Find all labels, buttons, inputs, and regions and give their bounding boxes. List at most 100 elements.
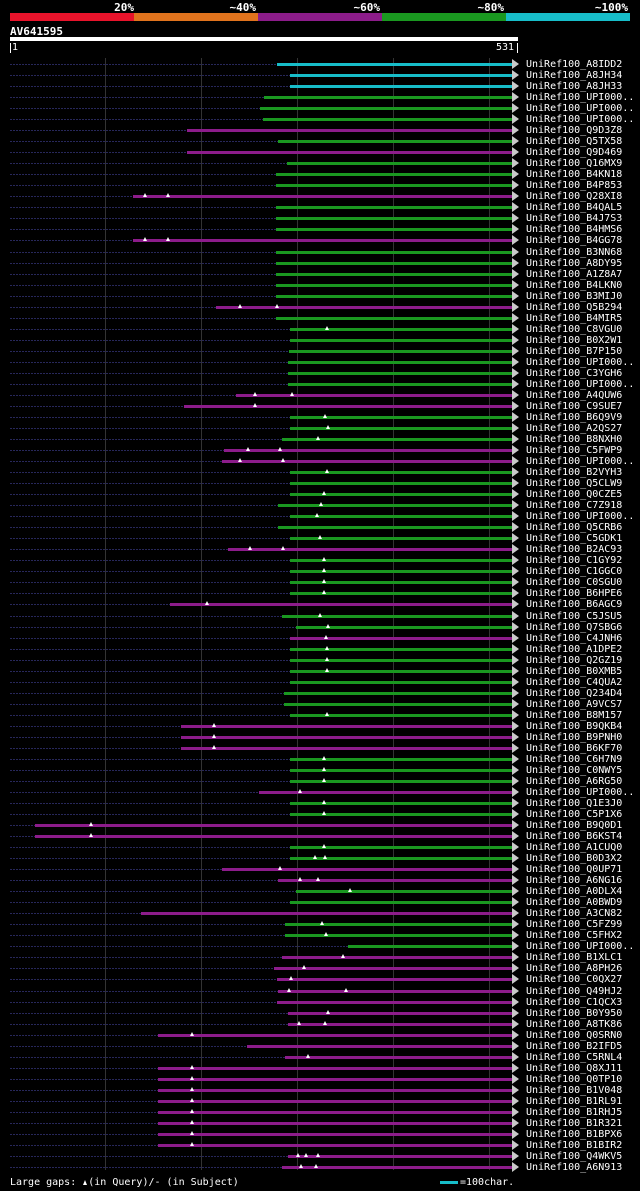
- alignment-bar[interactable]: [141, 912, 514, 916]
- alignment-bar[interactable]: [288, 1011, 514, 1015]
- hit-label[interactable]: UniRef100_Q16MX9: [526, 158, 623, 170]
- alignment-bar[interactable]: [278, 879, 514, 883]
- alignment-bar[interactable]: [285, 1055, 514, 1059]
- hit-label[interactable]: UniRef100_B4P853: [526, 180, 623, 192]
- hit-label[interactable]: UniRef100_B6KF70: [526, 742, 623, 754]
- hit-label[interactable]: UniRef100_B1RL91: [526, 1095, 623, 1107]
- alignment-bar[interactable]: [276, 250, 514, 254]
- hit-row[interactable]: UniRef100_UPI000..: [0, 103, 640, 114]
- hit-label[interactable]: UniRef100_B0Y950: [526, 1007, 623, 1019]
- hit-label[interactable]: UniRef100_UPI000..: [526, 786, 635, 798]
- hit-row[interactable]: UniRef100_B7P150: [0, 345, 640, 357]
- hit-label[interactable]: UniRef100_C6H7N9: [526, 753, 623, 765]
- hit-label[interactable]: UniRef100_B8M157: [526, 709, 623, 721]
- hit-row[interactable]: UniRef100_B2VYH3: [0, 467, 640, 478]
- alignment-bar[interactable]: [158, 1110, 514, 1114]
- hit-label[interactable]: UniRef100_Q5CRB6: [526, 522, 623, 534]
- alignment-bar[interactable]: [288, 382, 514, 386]
- hit-row[interactable]: UniRef100_UPI000..: [0, 378, 640, 390]
- hit-label[interactable]: UniRef100_UPI000..: [526, 92, 635, 104]
- hit-label[interactable]: UniRef100_B4KN18: [526, 169, 623, 181]
- alignment-bar[interactable]: [222, 460, 514, 464]
- hit-row[interactable]: UniRef100_Q9D3Z8: [0, 125, 640, 136]
- hit-row[interactable]: UniRef100_B4KN18: [0, 169, 640, 180]
- hit-label[interactable]: UniRef100_C3YGH6: [526, 367, 623, 379]
- hit-row[interactable]: UniRef100_Q5CLW9: [0, 478, 640, 489]
- alignment-bar[interactable]: [216, 305, 514, 309]
- hit-row[interactable]: UniRef100_Q1E3J0: [0, 798, 640, 809]
- hit-label[interactable]: UniRef100_A0DLX4: [526, 886, 623, 898]
- alignment-bar[interactable]: [288, 1022, 514, 1026]
- hit-label[interactable]: UniRef100_B6Q9V9: [526, 411, 623, 423]
- hit-label[interactable]: UniRef100_B1RHJ5: [526, 1106, 623, 1118]
- hit-label[interactable]: UniRef100_C5FZ99: [526, 919, 623, 931]
- hit-label[interactable]: UniRef100_B1BIR2: [526, 1139, 623, 1151]
- hit-label[interactable]: UniRef100_Q1E3J0: [526, 798, 623, 809]
- hit-row[interactable]: UniRef100_C5FHX2: [0, 930, 640, 941]
- alignment-bar[interactable]: [158, 1132, 514, 1136]
- hit-row[interactable]: UniRef100_UPI000..: [0, 941, 640, 952]
- hit-row[interactable]: UniRef100_UPI000..: [0, 456, 640, 467]
- alignment-bar[interactable]: [288, 1154, 514, 1158]
- hit-label[interactable]: UniRef100_B2AC93: [526, 544, 623, 556]
- hit-label[interactable]: UniRef100_Q9D3Z8: [526, 125, 623, 137]
- alignment-bar[interactable]: [290, 537, 514, 541]
- hit-row[interactable]: UniRef100_A1Z8A7: [0, 268, 640, 280]
- hit-row[interactable]: UniRef100_B8M157: [0, 709, 640, 721]
- alignment-bar[interactable]: [181, 735, 514, 739]
- alignment-bar[interactable]: [158, 1143, 514, 1147]
- alignment-bar[interactable]: [282, 1166, 514, 1169]
- alignment-bar[interactable]: [247, 1044, 514, 1048]
- hit-label[interactable]: UniRef100_Q0CZE5: [526, 489, 623, 501]
- hit-row[interactable]: UniRef100_UPI000..: [0, 356, 640, 368]
- alignment-bar[interactable]: [276, 316, 514, 320]
- hit-row[interactable]: UniRef100_B0XMB5: [0, 665, 640, 677]
- alignment-bar[interactable]: [290, 846, 514, 850]
- hit-label[interactable]: UniRef100_A4QUW6: [526, 389, 623, 401]
- hit-label[interactable]: UniRef100_B7P150: [526, 345, 623, 357]
- hit-row[interactable]: UniRef100_A8DY95: [0, 257, 640, 269]
- alignment-bar[interactable]: [181, 724, 514, 728]
- alignment-bar[interactable]: [348, 945, 514, 949]
- hit-label[interactable]: UniRef100_UPI000..: [526, 511, 635, 523]
- hit-row[interactable]: UniRef100_A8JH34: [0, 70, 640, 81]
- hit-label[interactable]: UniRef100_C0NWY5: [526, 764, 623, 776]
- hit-row[interactable]: UniRef100_B1BIR2: [0, 1139, 640, 1151]
- hit-row[interactable]: UniRef100_Q0TP10: [0, 1073, 640, 1085]
- hit-label[interactable]: UniRef100_C8VGU0: [526, 323, 623, 335]
- hit-row[interactable]: UniRef100_B3MIJ0: [0, 290, 640, 302]
- alignment-bar[interactable]: [133, 239, 514, 243]
- hit-label[interactable]: UniRef100_B1V048: [526, 1084, 623, 1096]
- alignment-bar[interactable]: [184, 404, 514, 408]
- hit-row[interactable]: UniRef100_B0D3X2: [0, 853, 640, 864]
- alignment-bar[interactable]: [290, 581, 514, 585]
- hit-label[interactable]: UniRef100_A3CN82: [526, 908, 623, 920]
- hit-row[interactable]: UniRef100_A2QS27: [0, 422, 640, 434]
- alignment-bar[interactable]: [290, 482, 514, 486]
- hit-label[interactable]: UniRef100_B3NN68: [526, 246, 623, 258]
- alignment-bar[interactable]: [35, 835, 514, 839]
- hit-label[interactable]: UniRef100_Q8XJ11: [526, 1062, 623, 1074]
- hit-label[interactable]: UniRef100_A8IDD2: [526, 59, 623, 70]
- alignment-bar[interactable]: [276, 228, 514, 232]
- hit-row[interactable]: UniRef100_B3NN68: [0, 246, 640, 258]
- hit-label[interactable]: UniRef100_UPI000..: [526, 456, 635, 468]
- hit-label[interactable]: UniRef100_Q5B294: [526, 301, 623, 313]
- hit-label[interactable]: UniRef100_A8TK86: [526, 1018, 623, 1030]
- hit-label[interactable]: UniRef100_C1QCX3: [526, 996, 623, 1008]
- hit-label[interactable]: UniRef100_B3MIJ0: [526, 290, 623, 302]
- hit-label[interactable]: UniRef100_A8JH33: [526, 81, 623, 93]
- hit-row[interactable]: UniRef100_Q28XI8: [0, 191, 640, 202]
- hit-label[interactable]: UniRef100_B2VYH3: [526, 467, 623, 479]
- hit-row[interactable]: UniRef100_Q7SBG6: [0, 621, 640, 633]
- hit-row[interactable]: UniRef100_B4QAL5: [0, 202, 640, 213]
- hit-row[interactable]: UniRef100_A8PH26: [0, 963, 640, 974]
- hit-label[interactable]: UniRef100_B9Q0D1: [526, 820, 623, 832]
- hit-row[interactable]: UniRef100_UPI000..: [0, 511, 640, 522]
- alignment-bar[interactable]: [158, 1066, 514, 1070]
- hit-row[interactable]: UniRef100_Q234D4: [0, 687, 640, 699]
- hit-row[interactable]: UniRef100_A4QUW6: [0, 389, 640, 401]
- hit-label[interactable]: UniRef100_C4JNH6: [526, 632, 623, 644]
- hit-row[interactable]: UniRef100_B8NXH0: [0, 434, 640, 445]
- hit-label[interactable]: UniRef100_B9QKB4: [526, 720, 623, 732]
